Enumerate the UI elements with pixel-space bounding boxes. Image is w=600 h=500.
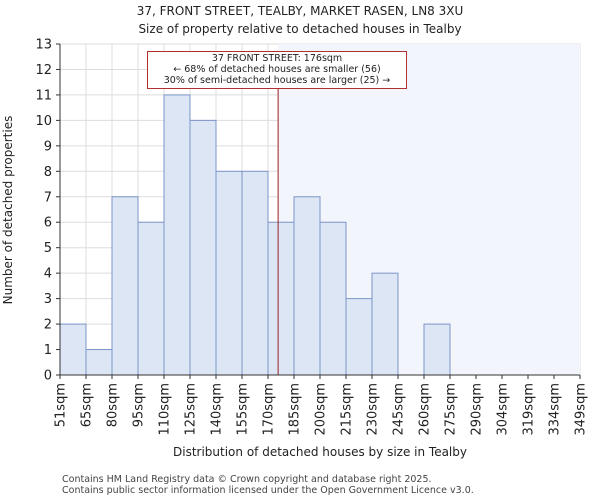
axes	[56, 43, 581, 379]
x-tick-label: 65sqm	[80, 383, 95, 427]
footer-line-1: Contains HM Land Registry data © Crown c…	[62, 474, 432, 485]
bar-260sqm	[423, 323, 451, 376]
bar-155sqm	[241, 170, 269, 376]
y-tick-label: 3	[44, 292, 52, 307]
annotation-line-1: 37 FRONT STREET: 176sqm	[211, 53, 343, 64]
x-tick-label: 110sqm	[158, 383, 173, 436]
x-tick-label: 140sqm	[210, 383, 225, 436]
y-tick-label: 8	[44, 165, 52, 180]
y-tick-label: 1	[44, 343, 52, 358]
y-tick-label: 13	[35, 38, 52, 53]
x-tick-label: 275sqm	[444, 383, 459, 436]
x-tick-label: 334sqm	[548, 383, 563, 436]
y-tick-label: 7	[44, 190, 52, 205]
x-tick-label: 245sqm	[392, 383, 407, 436]
x-tick-label: 95sqm	[132, 383, 147, 427]
y-tick-label: 2	[44, 318, 52, 333]
x-tick-label: 290sqm	[470, 383, 485, 436]
x-tick-label: 80sqm	[106, 383, 121, 427]
bar-185sqm	[293, 196, 321, 376]
x-tick-label: 230sqm	[366, 383, 381, 436]
bar-140sqm	[215, 170, 243, 376]
x-tick-label: 155sqm	[236, 383, 251, 436]
bar-230sqm	[371, 272, 399, 376]
x-tick-label: 349sqm	[574, 383, 589, 436]
footer-line-2: Contains public sector information licen…	[62, 485, 474, 496]
y-axis-label: Number of detached properties	[1, 115, 15, 305]
x-tick-label: 319sqm	[522, 383, 537, 436]
chart-title: 37, FRONT STREET, TEALBY, MARKET RASEN, …	[136, 4, 464, 18]
bar-170sqm	[267, 221, 295, 376]
bar-215sqm	[345, 298, 373, 376]
bar-200sqm	[319, 221, 347, 376]
x-tick-label: 200sqm	[314, 383, 329, 436]
chart-subtitle: Size of property relative to detached ho…	[138, 22, 462, 36]
x-tick-label: 304sqm	[496, 383, 511, 436]
bar-110sqm	[163, 94, 191, 376]
y-tick-label: 5	[44, 241, 52, 256]
x-tick-label: 125sqm	[184, 383, 199, 436]
y-tick-label: 10	[35, 114, 52, 129]
annotation-line-2: ← 68% of detached houses are smaller (56…	[173, 64, 381, 75]
y-tick-label: 0	[44, 369, 52, 384]
bar-80sqm	[111, 196, 139, 376]
annotation-box: 37 FRONT STREET: 176sqm ← 68% of detache…	[147, 51, 407, 89]
x-tick-label: 170sqm	[262, 383, 277, 436]
bar-125sqm	[189, 119, 217, 376]
y-tick-label: 9	[44, 139, 52, 154]
bar-65sqm	[85, 349, 113, 376]
y-tick-label: 4	[44, 267, 52, 282]
annotation-line-3: 30% of semi-detached houses are larger (…	[163, 75, 391, 86]
y-tick-label: 6	[44, 216, 52, 231]
bars	[59, 94, 451, 376]
y-tick-label: 12	[35, 63, 52, 78]
bar-95sqm	[137, 221, 165, 376]
y-tick-label: 11	[35, 88, 52, 103]
x-tick-label: 260sqm	[418, 383, 433, 436]
x-tick-label: 215sqm	[340, 383, 355, 436]
x-tick-label: 185sqm	[288, 383, 303, 436]
x-tick-label: 51sqm	[54, 383, 69, 427]
bar-51sqm	[59, 323, 87, 376]
x-axis-label: Distribution of detached houses by size …	[173, 445, 467, 459]
x-tick-labels: 51sqm 65sqm 80sqm 95sqm 110sqm 125sqm 140sqm 15…	[54, 383, 589, 436]
